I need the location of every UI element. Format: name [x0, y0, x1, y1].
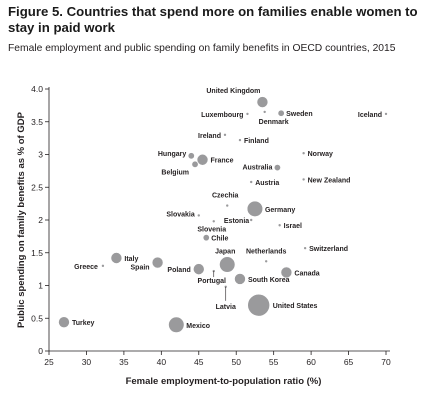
point-label: South Korea [248, 277, 290, 284]
point-label: Slovenia [197, 226, 226, 233]
point-label: Ireland [198, 133, 221, 140]
x-tick-label: 50 [231, 357, 241, 367]
point-label: Greece [74, 264, 98, 271]
data-point [225, 203, 230, 208]
figure-title: Figure 5. Countries that spend more on f… [8, 4, 418, 35]
data-point [301, 177, 306, 182]
y-tick-label: 0 [38, 346, 43, 356]
point-label: Mexico [186, 323, 210, 330]
data-point [202, 234, 210, 242]
x-tick-label: 65 [344, 357, 354, 367]
point-label: United Kingdom [206, 88, 260, 95]
data-point [196, 153, 209, 166]
point-label: Italy [124, 256, 138, 263]
data-point [256, 96, 269, 108]
x-tick-label: 60 [306, 357, 316, 367]
data-point [301, 151, 306, 155]
point-label: Hungary [158, 151, 187, 158]
point-label: Sweden [286, 111, 312, 118]
point-label: Germany [265, 207, 295, 214]
data-point [303, 246, 307, 250]
point-label: Japan [215, 249, 235, 256]
data-point [196, 213, 201, 218]
data-point [192, 263, 205, 275]
x-tick-label: 55 [269, 357, 279, 367]
point-label: Chile [211, 236, 228, 243]
data-point [280, 266, 293, 279]
x-tick-label: 25 [44, 357, 54, 367]
y-axis-label: Public spending on family benefits as % … [16, 111, 27, 328]
figure-subtitle: Female employment and public spending on… [8, 43, 396, 54]
point-label: Estonia [224, 218, 249, 225]
data-point [101, 264, 105, 268]
x-axis-label: Female employment-to-population ratio (%… [126, 376, 322, 387]
point-label: Belgium [161, 169, 189, 176]
data-point [187, 152, 195, 160]
point-label: Israel [284, 223, 302, 230]
x-tick-label: 35 [119, 357, 129, 367]
point-label: Luxembourg [201, 112, 243, 119]
point-label: Austria [255, 180, 279, 187]
data-point [277, 223, 282, 228]
data-point [277, 109, 285, 117]
data-point [273, 164, 281, 172]
data-point [238, 138, 242, 142]
point-label: Slovakia [166, 211, 195, 218]
point-label: Portugal [198, 278, 226, 285]
data-point [58, 316, 70, 328]
point-label: United States [273, 303, 318, 310]
data-point [234, 273, 246, 285]
data-point [249, 218, 253, 222]
point-label: Poland [167, 267, 190, 274]
y-tick-label: 2 [38, 215, 43, 225]
point-label: Denmark [259, 119, 289, 126]
y-tick-label: 1 [38, 281, 43, 291]
y-tick-label: 4.0 [31, 84, 43, 94]
data-point [223, 133, 227, 137]
data-point [249, 180, 253, 184]
x-tick-label: 70 [381, 357, 391, 367]
data-point [245, 112, 250, 116]
data-point [219, 256, 236, 273]
data-point [168, 316, 185, 333]
y-tick-label: 3 [38, 150, 43, 160]
y-tick-label: 0.5 [31, 313, 43, 323]
point-label: Switzerland [309, 246, 348, 253]
x-tick-label: 45 [194, 357, 204, 367]
data-point [264, 259, 268, 264]
data-point [384, 112, 388, 116]
point-label: Iceland [358, 112, 382, 119]
point-label: Australia [242, 165, 272, 172]
data-point [191, 160, 199, 168]
data-point [246, 200, 264, 217]
point-label: Turkey [72, 320, 95, 327]
point-label: Latvia [216, 304, 236, 311]
data-point [262, 110, 267, 114]
data-point [151, 256, 164, 269]
point-label: Norway [308, 151, 333, 158]
point-label: Spain [131, 265, 150, 272]
data-point [110, 252, 123, 264]
y-tick-label: 3.5 [31, 117, 43, 127]
x-tick-label: 40 [157, 357, 167, 367]
point-label: New Zealand [308, 177, 351, 184]
point-label: Czechia [212, 193, 239, 200]
x-tick-label: 30 [82, 357, 92, 367]
point-label: Finland [244, 138, 269, 145]
point-label: Netherlands [246, 248, 287, 255]
point-label: Canada [294, 270, 319, 277]
data-point [211, 219, 216, 224]
y-tick-label: 2.5 [31, 182, 43, 192]
y-tick-label: 1.5 [31, 248, 43, 258]
data-point [247, 293, 270, 317]
point-label: France [211, 158, 234, 165]
